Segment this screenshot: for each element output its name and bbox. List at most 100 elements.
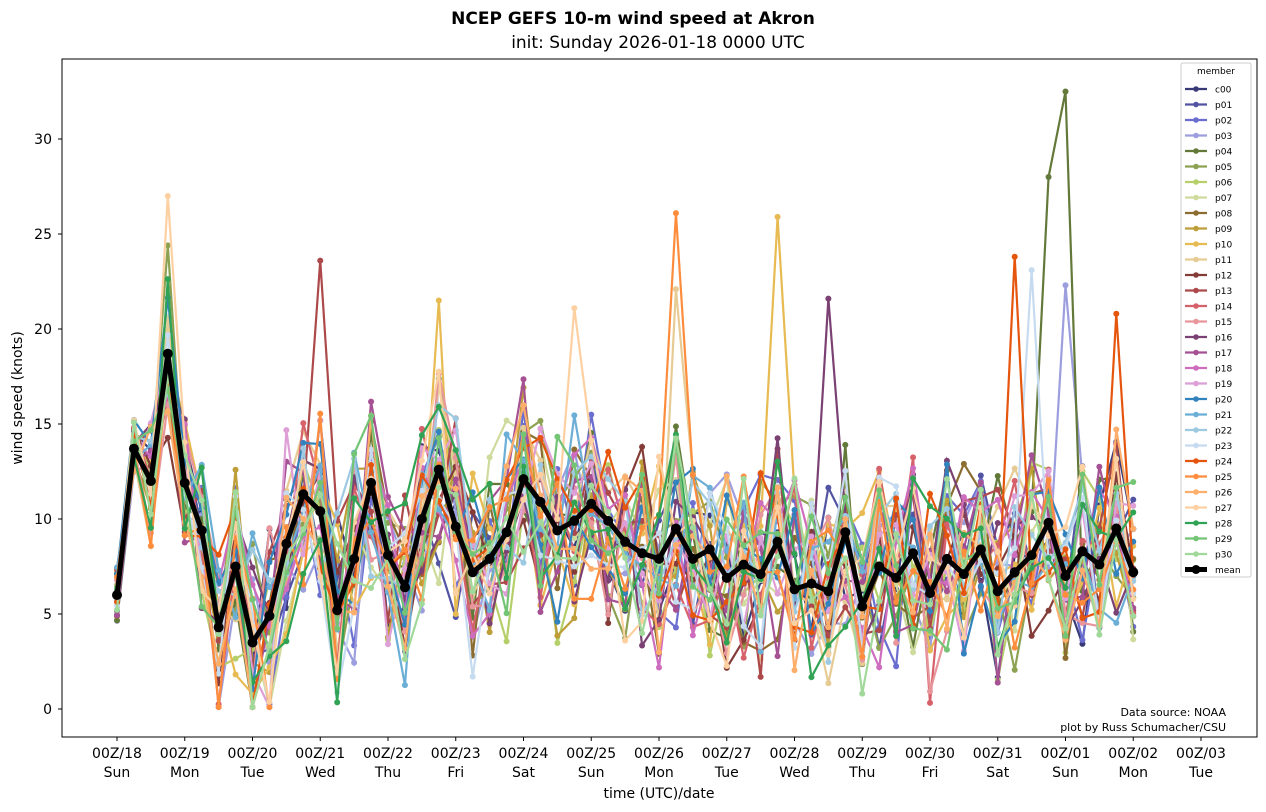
member-point (1062, 591, 1069, 598)
mean-point (1077, 546, 1088, 557)
member-point (232, 614, 239, 621)
member-point (825, 658, 832, 665)
member-point (1062, 88, 1069, 95)
member-point (588, 482, 595, 489)
mean-point (975, 544, 986, 555)
mean-point (230, 561, 241, 572)
member-point (537, 552, 544, 559)
y-tick-label: 25 (34, 227, 52, 243)
member-point (656, 616, 662, 623)
member-point (418, 457, 425, 464)
member-point (588, 544, 595, 551)
member-point (1130, 595, 1137, 602)
legend-label: p02 (1215, 117, 1232, 127)
member-point (893, 599, 900, 606)
member-point (181, 532, 188, 539)
member-point (706, 484, 713, 491)
member-point (842, 441, 849, 448)
member-point (672, 423, 679, 430)
member-point (1062, 632, 1069, 639)
member-point (943, 505, 950, 512)
member-point (1079, 537, 1086, 544)
member-point (1011, 493, 1018, 500)
member-point (825, 600, 832, 607)
member-point (927, 490, 933, 497)
member-point (1028, 452, 1035, 459)
member-point (368, 519, 375, 526)
member-point (1113, 609, 1120, 616)
member-point (1113, 517, 1120, 524)
member-point (1079, 593, 1086, 600)
member-point (791, 636, 798, 643)
credit-plot-author: plot by Russ Schumacher/CSU (1060, 721, 1226, 734)
member-point (554, 433, 561, 440)
member-point (639, 581, 646, 588)
mean-point (569, 515, 580, 526)
member-point (605, 596, 612, 603)
member-point (808, 650, 815, 657)
member-point (232, 655, 239, 662)
member-point (1096, 463, 1103, 470)
member-point (927, 601, 933, 608)
member-point (571, 499, 578, 506)
member-point (910, 475, 917, 482)
member-point (639, 642, 646, 649)
mean-point (416, 514, 427, 524)
legend-item-p01: p01 (1185, 101, 1232, 111)
member-point (571, 451, 578, 458)
member-point (317, 462, 324, 469)
member-point (164, 434, 171, 441)
legend-swatch-marker (1193, 117, 1199, 123)
member-point (503, 638, 510, 645)
member-point (418, 487, 425, 494)
member-point (469, 537, 476, 544)
member-point (520, 559, 527, 566)
member-point (1113, 426, 1120, 433)
member-point (351, 659, 358, 666)
member-point (672, 498, 679, 505)
legend-swatch-marker (1193, 132, 1199, 139)
member-point (1011, 644, 1018, 651)
member-point (893, 483, 900, 490)
member-point (876, 465, 883, 472)
mean-point (298, 489, 309, 500)
legend-label: p26 (1215, 489, 1232, 499)
member-point (181, 525, 188, 532)
member-point (266, 584, 273, 591)
mean-point (1043, 517, 1054, 528)
member-point (418, 425, 425, 432)
member-point (215, 551, 222, 558)
member-point (910, 465, 917, 472)
member-point (571, 563, 578, 570)
member-point (876, 627, 883, 634)
member-point (791, 475, 798, 482)
member-point (114, 606, 120, 613)
member-point (435, 435, 442, 442)
member-point (537, 425, 544, 432)
member-point (943, 515, 950, 522)
member-point (503, 574, 510, 581)
x-tick-label-day: Sun (578, 765, 605, 781)
member-point (1028, 267, 1035, 274)
member-point (893, 521, 900, 528)
member-point (435, 484, 442, 491)
member-point (808, 533, 815, 540)
member-point (774, 213, 781, 220)
member-point (571, 305, 578, 312)
member-point (300, 458, 307, 465)
member-point (1113, 455, 1120, 462)
member-point (1079, 567, 1086, 574)
member-point (672, 560, 679, 567)
member-point (114, 612, 120, 619)
member-point (1062, 625, 1069, 632)
member-point (605, 620, 612, 627)
member-point (537, 434, 544, 441)
member-point (994, 613, 1001, 620)
member-point (452, 476, 459, 483)
member-point (825, 624, 832, 631)
member-point (622, 520, 629, 527)
member-point (791, 620, 798, 627)
member-point (859, 690, 866, 697)
member-point (435, 457, 442, 464)
member-point (825, 680, 832, 687)
